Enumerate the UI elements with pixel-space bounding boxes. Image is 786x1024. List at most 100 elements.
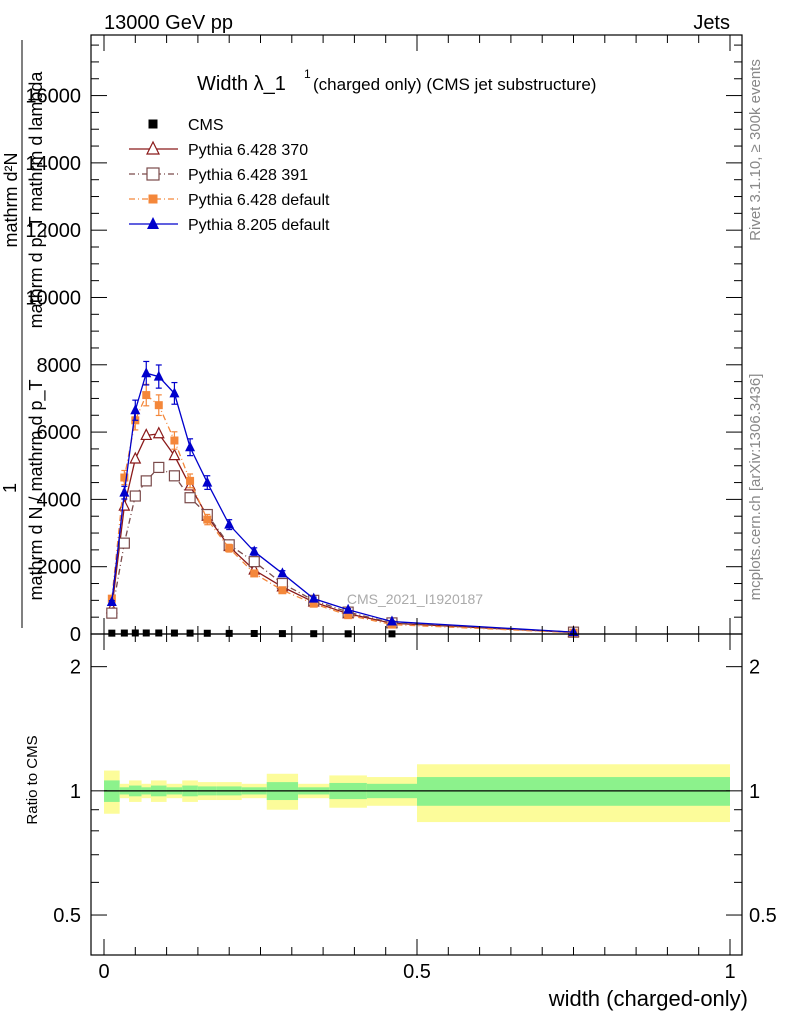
series-line (111, 394, 574, 634)
data-point (169, 387, 180, 398)
ratio-tick-label-right: 2 (749, 657, 760, 679)
data-point (202, 476, 213, 487)
ylabel-one: 1 (0, 483, 20, 493)
legend-label: Pythia 8.205 default (188, 217, 330, 234)
data-point (168, 448, 181, 461)
y-tick-label: 2000 (37, 557, 82, 579)
data-point (248, 556, 260, 568)
legend-marker (146, 140, 160, 155)
y-tick-label: 10000 (25, 287, 81, 309)
ylabel-frac-num: mathrm d²N (1, 152, 21, 247)
legend-label: Pythia 6.428 370 (188, 142, 308, 159)
data-point (186, 476, 195, 485)
x-tick-label: 0 (98, 961, 109, 983)
data-point (155, 629, 163, 637)
data-point (142, 629, 150, 637)
data-point (168, 470, 181, 482)
data-point (224, 518, 235, 529)
y-tick-label: 0 (70, 624, 81, 646)
data-point (119, 486, 130, 497)
mcplots-label: mcplots.cern.ch [arXiv:1306.3436] (747, 374, 764, 601)
data-point (129, 490, 141, 502)
legend-marker (148, 119, 158, 129)
ratio-bands (104, 764, 730, 823)
legend: CMS Pythia 6.428 370 Pythia 6.428 391 Pythi… (129, 117, 330, 234)
data-point (277, 567, 288, 578)
main-ylabel: 1 mathrm d²N mathrm d p_T mathrm d lambd… (0, 71, 47, 601)
x-tick-label: 0.5 (403, 961, 431, 983)
data-point (185, 441, 196, 452)
rivet-label: Rivet 3.1.10, ≥ 300k events (747, 59, 764, 241)
series-line (111, 433, 574, 634)
analysis-watermark: CMS_2021_I1920187 (347, 591, 483, 607)
data-point (344, 611, 353, 620)
data-point (225, 544, 234, 553)
legend-entry: Pythia 8.205 default (129, 217, 330, 234)
title-rest: (charged only) (CMS jet substructure) (313, 75, 596, 94)
data-point (153, 461, 165, 474)
ratio-tick-label-right: 1 (749, 781, 760, 803)
data-point (140, 428, 153, 441)
data-point (184, 492, 196, 504)
ratio-ylabel: Ratio to CMS (24, 735, 41, 824)
data-point (108, 629, 116, 637)
series-line (111, 372, 574, 633)
ratio-tick-label: 1 (70, 781, 81, 803)
legend-marker (147, 217, 159, 229)
data-point (106, 596, 117, 607)
data-point (203, 515, 212, 524)
series-pythia-6-428-default (107, 383, 578, 637)
data-point (141, 367, 152, 378)
title-main: Width λ_1 (197, 73, 286, 95)
data-point (249, 545, 260, 556)
data-point (153, 370, 164, 381)
legend-marker (148, 194, 158, 204)
legend-entry: Pythia 6.428 391 (129, 167, 308, 184)
data-point (278, 586, 287, 595)
data-point (308, 592, 319, 603)
ratio-tick-label: 0.5 (53, 905, 81, 927)
data-point (186, 629, 194, 637)
y-tick-label: 14000 (25, 153, 81, 175)
ylabel-den: mathrm d N / mathrm d p_T (26, 379, 47, 600)
legend-entry: Pythia 6.428 370 (129, 140, 308, 159)
header-energy: 13000 GeV pp (104, 12, 233, 34)
legend-entry: Pythia 6.428 default (129, 192, 330, 209)
legend-label: CMS (188, 117, 224, 134)
data-point (142, 391, 151, 400)
ratio-plot-frame (90, 633, 743, 956)
data-point (203, 629, 211, 637)
data-point (130, 404, 141, 415)
legend-label: Pythia 6.428 391 (188, 167, 308, 184)
data-point (129, 451, 142, 464)
plot-title: Width λ_1 1 (charged only) (CMS jet subs… (197, 67, 596, 95)
y-tick-label: 6000 (37, 422, 82, 444)
xlabel: width (charged-only) (548, 986, 748, 1011)
x-tick-label: 1 (724, 961, 735, 983)
data-point (170, 629, 178, 637)
data-point (250, 569, 259, 578)
data-point (120, 629, 128, 637)
data-point (343, 603, 354, 614)
y-tick-label: 8000 (37, 355, 82, 377)
series-pythia-6-428-370 (105, 426, 580, 638)
data-point (106, 607, 118, 619)
y-tick-label: 16000 (25, 86, 81, 108)
data-point (154, 401, 163, 410)
legend-label: Pythia 6.428 default (188, 192, 330, 209)
data-point (152, 426, 165, 439)
data-point (170, 436, 179, 445)
ratio-tick-label: 2 (70, 657, 81, 679)
axes-ticks: 0 0.5 1 0 2000 4000 6000 8000 10000 12000 14000 160… (25, 35, 777, 983)
ratio-tick-label-right: 0.5 (749, 905, 777, 927)
series-pythia-8-205-default (106, 360, 579, 637)
title-sup: 1 (304, 67, 311, 81)
data-point (309, 599, 318, 608)
data-point (386, 615, 397, 626)
data-point (120, 473, 129, 482)
header-process: Jets (693, 12, 730, 34)
y-tick-label: 4000 (37, 489, 82, 511)
y-tick-label: 12000 (25, 220, 81, 242)
data-point (118, 537, 130, 549)
